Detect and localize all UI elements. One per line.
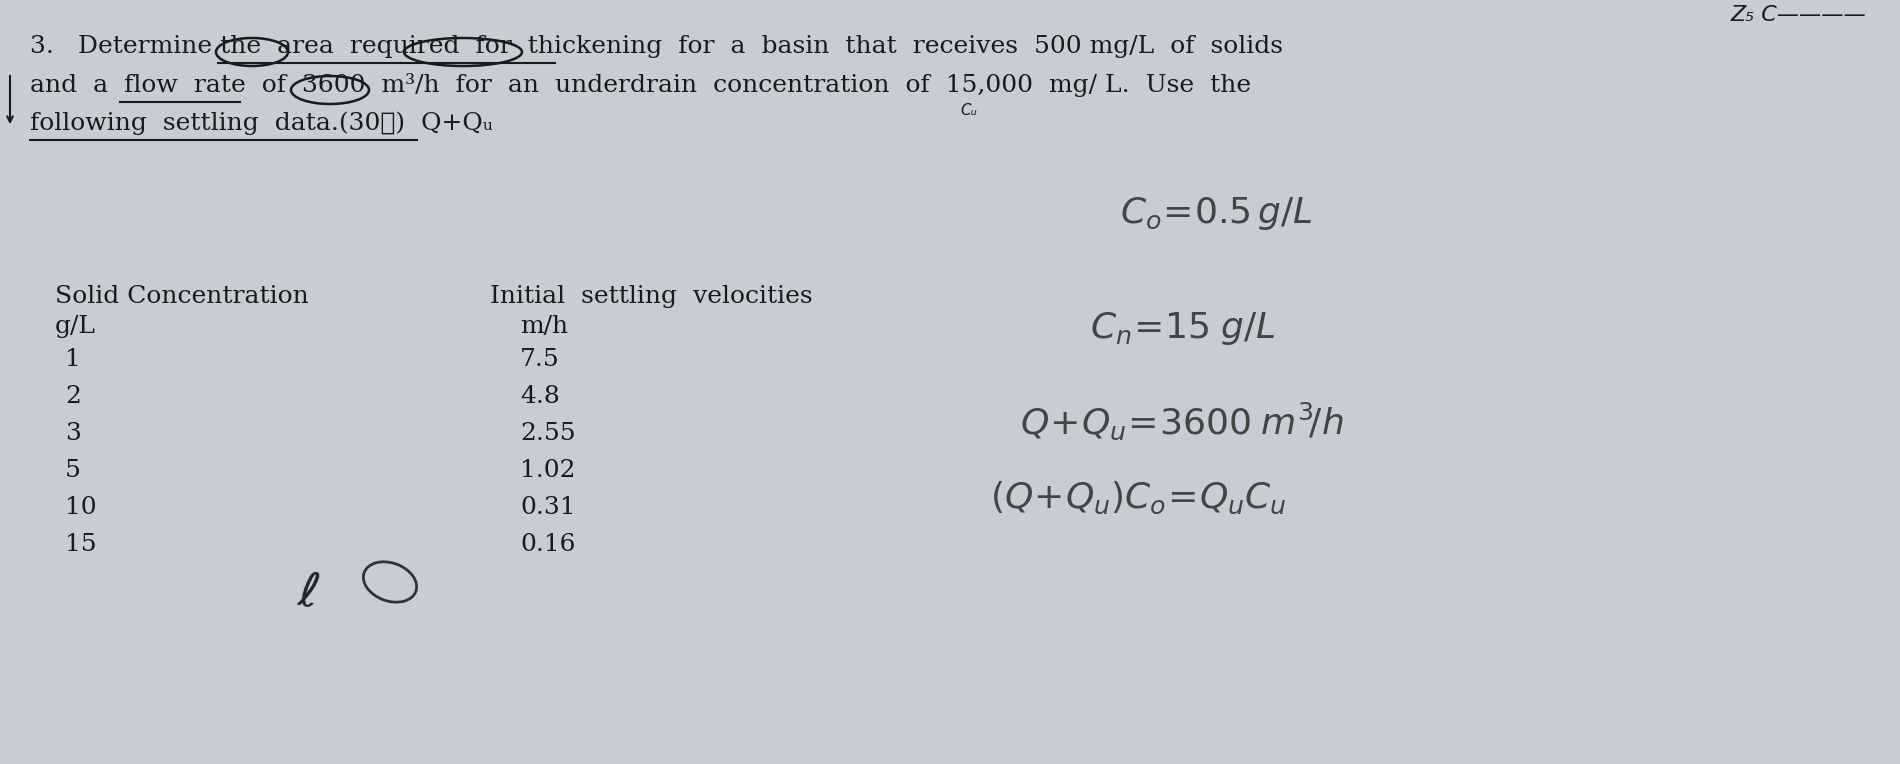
Text: Initial  settling  velocities: Initial settling velocities [490, 285, 813, 308]
Text: $(Q\!+\!Q_u)C_o\!=\!Q_u C_u$: $(Q\!+\!Q_u)C_o\!=\!Q_u C_u$ [990, 480, 1286, 516]
Text: 1: 1 [65, 348, 80, 371]
Text: 0.16: 0.16 [521, 533, 576, 556]
Text: 0.31: 0.31 [521, 496, 576, 519]
Text: $Q\!+\!Q_u\!=\!3600\;m^3\!/h$: $Q\!+\!Q_u\!=\!3600\;m^3\!/h$ [1020, 400, 1343, 442]
Text: $C_n\!=\!15\;g/L$: $C_n\!=\!15\;g/L$ [1091, 310, 1275, 347]
Text: 1.02: 1.02 [521, 459, 576, 482]
Text: ℓ: ℓ [294, 570, 321, 618]
Text: 5: 5 [65, 459, 82, 482]
Text: 15: 15 [65, 533, 97, 556]
Text: $C_o\!=\!0.5\,g/L$: $C_o\!=\!0.5\,g/L$ [1119, 195, 1313, 232]
Text: g/L: g/L [55, 315, 97, 338]
Text: m/h: m/h [521, 315, 568, 338]
Text: Cᵤ: Cᵤ [960, 103, 977, 118]
Text: 4.8: 4.8 [521, 385, 560, 408]
Text: following  settling  data.(30점)  Q+Qᵤ: following settling data.(30점) Q+Qᵤ [30, 111, 492, 134]
Text: 3.   Determine the  area  required  for  thickening  for  a  basin  that  receiv: 3. Determine the area required for thick… [30, 35, 1283, 58]
Text: and  a  flow  rate  of  3600  m³/h  for  an  underdrain  concentration  of  15,0: and a flow rate of 3600 m³/h for an unde… [30, 73, 1250, 97]
Text: Solid Concentration: Solid Concentration [55, 285, 308, 308]
Text: Z₅ C————: Z₅ C———— [1731, 5, 1866, 25]
Text: 3: 3 [65, 422, 82, 445]
Text: 2: 2 [65, 385, 82, 408]
Text: 2.55: 2.55 [521, 422, 576, 445]
Text: 7.5: 7.5 [521, 348, 560, 371]
Text: 10: 10 [65, 496, 97, 519]
